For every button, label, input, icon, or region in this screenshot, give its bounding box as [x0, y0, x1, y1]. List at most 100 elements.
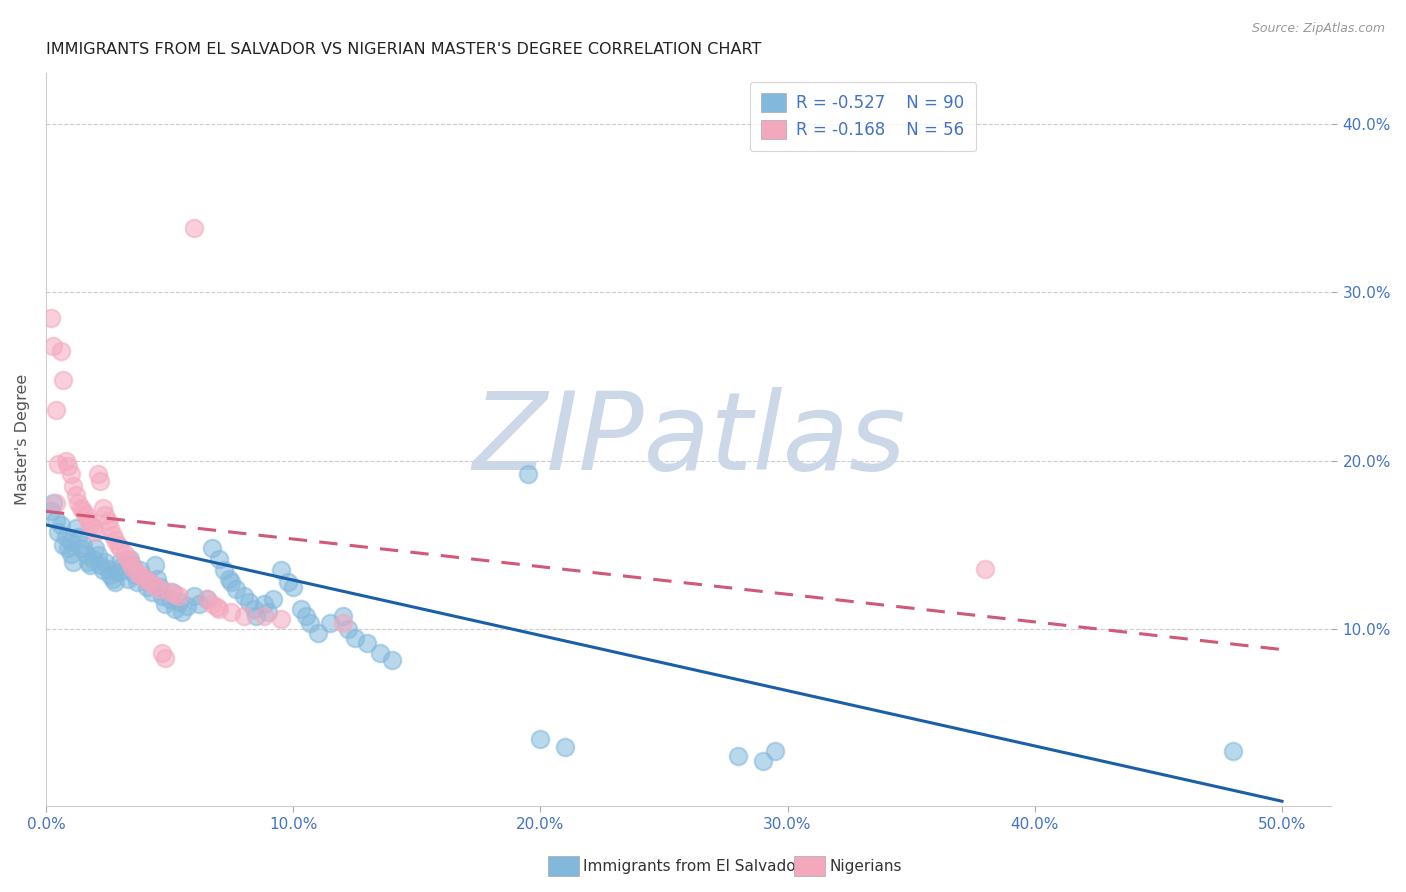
Point [45, 513, 67, 527]
Point [245, 608, 267, 623]
Point [97, 562, 120, 576]
Point [252, 597, 274, 611]
Point [67, 496, 90, 510]
Point [75, 508, 97, 522]
Point [159, 585, 181, 599]
Point [39, 504, 62, 518]
Point [114, 547, 136, 561]
Point [82, 551, 104, 566]
Point [101, 528, 124, 542]
Point [127, 565, 149, 579]
Point [163, 602, 186, 616]
Point [67, 530, 90, 544]
Point [257, 606, 280, 620]
Point [208, 602, 231, 616]
Point [104, 575, 127, 590]
Point [84, 541, 107, 556]
Y-axis label: Master's Degree: Master's Degree [15, 374, 30, 506]
Point [46, 524, 69, 539]
Point [200, 541, 222, 556]
Point [221, 606, 243, 620]
Point [150, 589, 173, 603]
Point [294, 608, 316, 623]
Point [332, 615, 354, 630]
Point [69, 501, 91, 516]
Point [75, 547, 97, 561]
Point [319, 615, 342, 630]
Point [232, 608, 254, 623]
Point [183, 589, 205, 603]
Point [176, 599, 198, 613]
Point [108, 555, 131, 569]
Point [49, 344, 72, 359]
Point [101, 572, 124, 586]
Point [89, 474, 111, 488]
Point [72, 538, 94, 552]
Point [77, 555, 100, 569]
Point [169, 595, 191, 609]
Point [218, 572, 240, 586]
Point [139, 575, 162, 590]
Point [49, 517, 72, 532]
Point [727, 748, 749, 763]
Point [111, 558, 134, 573]
Point [149, 580, 172, 594]
Point [94, 555, 117, 569]
Point [118, 555, 141, 569]
Point [143, 578, 166, 592]
Point [356, 636, 378, 650]
Point [62, 479, 84, 493]
Point [143, 558, 166, 573]
Point [336, 623, 359, 637]
Point [98, 568, 121, 582]
Point [84, 524, 107, 539]
Point [121, 558, 143, 573]
Point [98, 521, 121, 535]
Point [159, 592, 181, 607]
Point [974, 562, 997, 576]
Point [763, 744, 786, 758]
Point [52, 538, 75, 552]
Point [517, 467, 540, 482]
Point [129, 568, 152, 582]
Point [79, 558, 101, 573]
Point [290, 602, 312, 616]
Point [225, 582, 247, 596]
Point [69, 541, 91, 556]
Point [368, 646, 391, 660]
Point [91, 563, 114, 577]
Point [79, 517, 101, 532]
Point [232, 589, 254, 603]
Point [299, 615, 322, 630]
Point [277, 575, 299, 590]
Point [153, 651, 176, 665]
Text: IMMIGRANTS FROM EL SALVADOR VS NIGERIAN MASTER'S DEGREE CORRELATION CHART: IMMIGRANTS FROM EL SALVADOR VS NIGERIAN … [46, 42, 761, 57]
Point [195, 592, 218, 607]
Point [270, 563, 292, 577]
Point [87, 467, 110, 482]
Point [104, 533, 127, 547]
Point [136, 580, 159, 594]
Point [149, 582, 172, 596]
Point [82, 521, 104, 535]
Point [52, 373, 75, 387]
Point [42, 339, 65, 353]
Point [58, 458, 80, 473]
Point [252, 608, 274, 623]
Point [42, 496, 65, 510]
Point [270, 612, 292, 626]
Point [150, 646, 173, 660]
Point [45, 403, 67, 417]
Point [221, 575, 243, 590]
Point [117, 572, 139, 586]
Point [117, 551, 139, 566]
Point [72, 504, 94, 518]
Point [752, 754, 775, 768]
Point [381, 653, 404, 667]
Point [97, 515, 120, 529]
Point [55, 530, 77, 544]
Point [238, 595, 260, 609]
Point [65, 521, 87, 535]
Point [343, 631, 366, 645]
Point [39, 310, 62, 325]
